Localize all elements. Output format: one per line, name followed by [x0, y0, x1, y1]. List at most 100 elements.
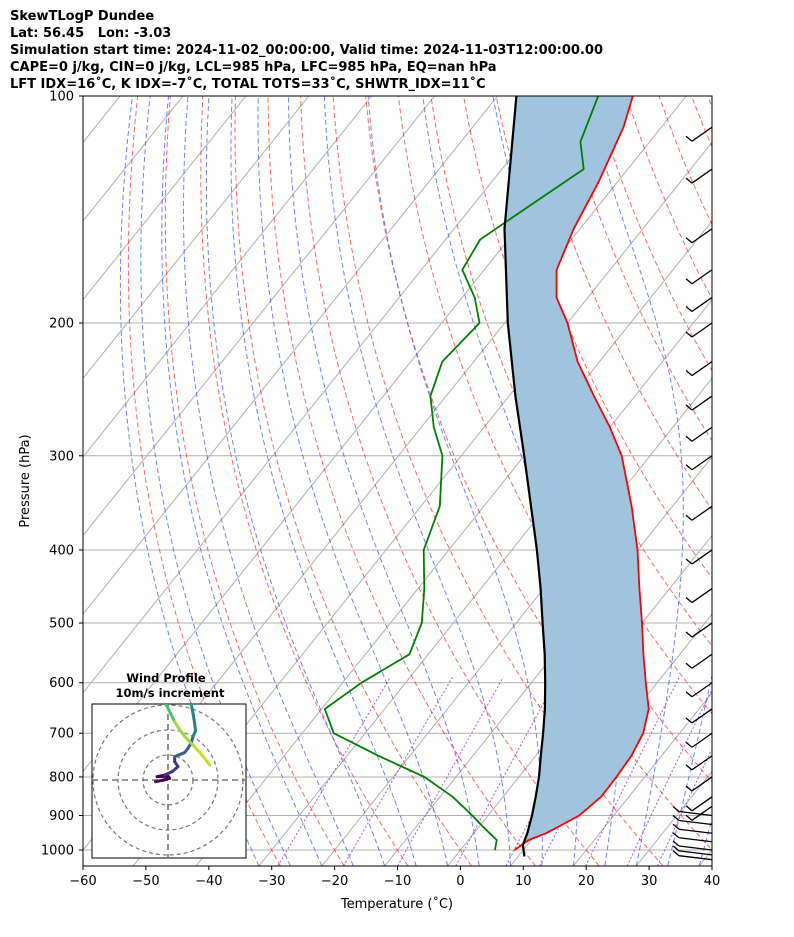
- barb-flag: [685, 741, 693, 748]
- barb-flag: [672, 823, 680, 830]
- wind-barb: [685, 269, 713, 285]
- dry-adiabat: [267, 96, 536, 866]
- barb-staff: [678, 845, 713, 851]
- hodograph-segment: [203, 756, 212, 767]
- moist-adiabat: [230, 96, 417, 866]
- dry-adiabat: [789, 96, 794, 866]
- wind-barb: [685, 322, 713, 338]
- barb-staff: [691, 426, 713, 442]
- wind-barb: [685, 296, 713, 312]
- dry-adiabat: [234, 96, 473, 866]
- wind-barb: [685, 653, 713, 669]
- mixing-ratio-line: [585, 676, 680, 866]
- dry-adiabat: [164, 96, 345, 866]
- isotherm-line: [83, 96, 498, 615]
- barb-flag: [685, 814, 693, 821]
- barb-staff: [691, 395, 713, 411]
- dry-adiabat: [127, 96, 281, 866]
- x-tick-label: 30: [641, 874, 658, 889]
- x-tick-label: 10: [515, 874, 532, 889]
- wind-barb: [685, 126, 713, 142]
- moist-adiabat: [323, 96, 511, 866]
- y-tick-label: 600: [49, 676, 74, 691]
- barb-staff: [691, 622, 713, 638]
- barb-flag: [685, 597, 693, 604]
- shaded-region: [504, 96, 649, 844]
- barb-staff: [691, 126, 713, 142]
- wind-barb: [685, 708, 713, 724]
- x-tick-label: −40: [195, 874, 222, 889]
- y-tick-label: 1000: [41, 844, 74, 859]
- mixing-ratio-line: [656, 747, 712, 866]
- isotherm-line: [83, 96, 247, 301]
- barb-flag: [685, 305, 693, 312]
- mixing-ratio-line: [277, 676, 391, 866]
- y-tick-label: 300: [49, 449, 74, 464]
- wind-barb: [685, 455, 713, 471]
- y-tick-label: 100: [49, 90, 74, 105]
- x-tick-label: 40: [704, 874, 721, 889]
- barb-staff: [678, 810, 713, 817]
- barb-staff: [691, 269, 713, 285]
- barb-staff: [691, 805, 713, 821]
- isotherm-line: [635, 770, 712, 866]
- barb-flag: [685, 558, 693, 565]
- moist-adiabat: [140, 96, 291, 866]
- profile-lines: [323, 96, 650, 857]
- parcel-line: [503, 96, 547, 857]
- barb-staff: [678, 855, 713, 861]
- barb-staff: [691, 796, 713, 812]
- barb-staff: [691, 755, 713, 771]
- wind-barb: [685, 168, 713, 184]
- dry-adiabat: [528, 96, 712, 511]
- moist-adiabat: [205, 96, 386, 866]
- time-line: Simulation start time: 2024-11-02_00:00:…: [10, 43, 603, 58]
- x-axis-ticks: −60 −50 −40 −30 −20 −10 0 10 20 30 40: [69, 866, 720, 889]
- wind-barb: [685, 776, 713, 792]
- y-tick-label: 800: [49, 770, 74, 785]
- chart-header: SkewTLogP Dundee Lat: 56.45 Lon: -3.03 Sim…: [10, 8, 603, 93]
- wind-barb: [685, 228, 713, 244]
- barb-flag: [672, 845, 680, 852]
- isotherm-line: [83, 96, 436, 537]
- wind-profile-inset: Wind Profile 10m/s increment: [91, 671, 247, 859]
- wind-barb: [685, 755, 713, 771]
- moist-adiabat: [367, 96, 543, 866]
- barb-staff: [691, 322, 713, 338]
- dry-adiabat: [658, 96, 712, 226]
- dry-adiabat: [724, 96, 794, 866]
- dry-adiabat: [560, 96, 712, 442]
- barb-flag: [685, 691, 693, 698]
- wind-barb: [685, 505, 713, 521]
- mixing-ratio-line: [455, 676, 559, 866]
- barb-staff: [691, 505, 713, 521]
- wind-barb: [685, 395, 713, 411]
- barb-flag: [685, 135, 693, 142]
- barb-flag: [685, 404, 693, 411]
- moist-adiabat: [288, 96, 480, 866]
- dry-adiabat: [691, 96, 712, 149]
- location-line: Lat: 56.45 Lon: -3.03: [10, 26, 172, 41]
- cape-line: CAPE=0 j/kg, CIN=0 j/kg, LCL=985 hPa, LF…: [10, 60, 497, 75]
- dry-adiabat: [757, 96, 794, 866]
- barb-flag: [672, 840, 680, 847]
- wind-barb: [685, 426, 713, 442]
- x-tick-label: 0: [456, 874, 464, 889]
- wind-barb: [685, 549, 713, 565]
- isotherm-line: [83, 96, 373, 458]
- barb-flag: [672, 850, 680, 857]
- dry-adiabat: [332, 96, 664, 866]
- wind-barbs: [672, 126, 713, 861]
- moist-adiabat: [698, 816, 712, 866]
- barb-staff: [691, 708, 713, 724]
- barb-staff: [678, 819, 713, 826]
- barb-flag: [685, 805, 693, 812]
- y-tick-label: 900: [49, 809, 74, 824]
- wind-barb: [672, 850, 713, 861]
- barb-flag: [685, 717, 693, 724]
- barb-staff: [691, 776, 713, 792]
- barb-flag: [685, 435, 693, 442]
- wind-barb: [672, 806, 713, 817]
- mixing-ratio-line: [626, 688, 712, 866]
